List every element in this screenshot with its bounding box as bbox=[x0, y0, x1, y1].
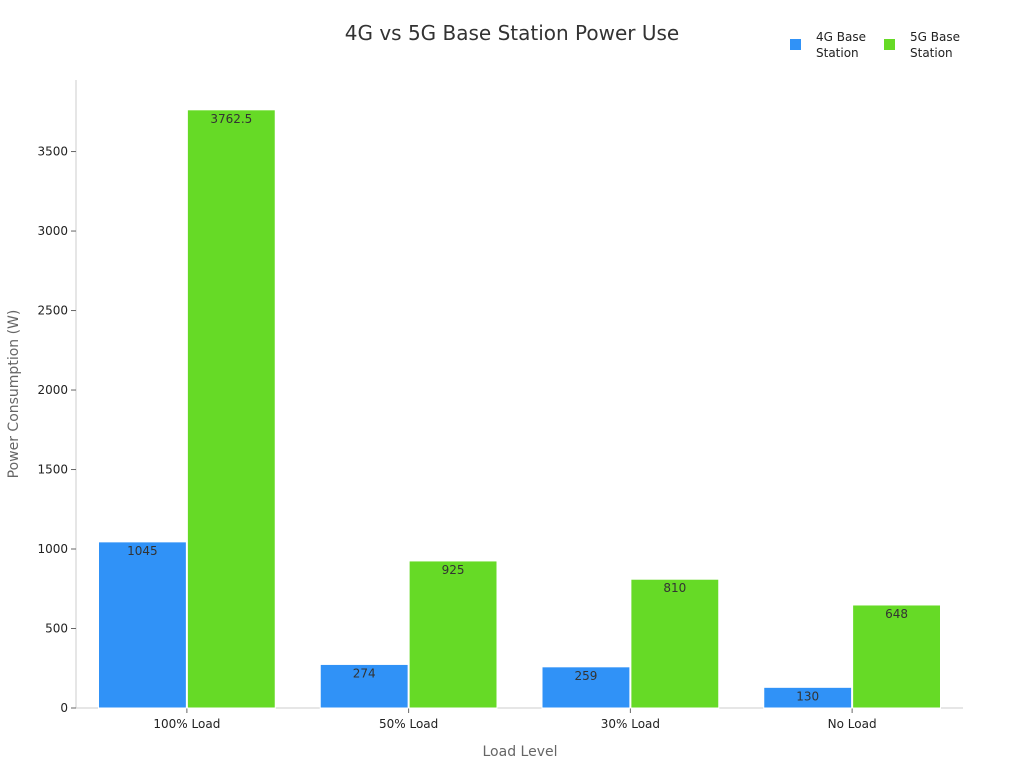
bar-data-label: 925 bbox=[442, 563, 465, 577]
x-tick-label: 30% Load bbox=[601, 717, 660, 731]
x-tick-label: 50% Load bbox=[379, 717, 438, 731]
legend-swatch bbox=[790, 39, 801, 50]
y-tick-label: 1000 bbox=[37, 542, 68, 556]
bar-4g bbox=[541, 666, 631, 709]
bar-5g bbox=[852, 604, 941, 709]
y-tick-label: 2500 bbox=[37, 304, 68, 318]
bar-data-label: 648 bbox=[885, 607, 908, 621]
chart-title: 4G vs 5G Base Station Power Use bbox=[345, 21, 679, 45]
legend-label: Station bbox=[910, 46, 953, 60]
y-tick-label: 500 bbox=[45, 622, 68, 636]
bar-data-label: 1045 bbox=[127, 544, 158, 558]
bar-data-label: 130 bbox=[796, 689, 819, 703]
legend-swatch bbox=[884, 39, 895, 50]
y-tick-label: 1500 bbox=[37, 463, 68, 477]
plot-area: 0 500 1000 1500 2000 2500 3000 3500 100% Load 104… bbox=[37, 80, 963, 731]
bar-5g bbox=[630, 578, 720, 709]
legend-label: 5G Base bbox=[910, 30, 960, 44]
legend-label: 4G Base bbox=[816, 30, 866, 44]
bar-data-label: 3762.5 bbox=[210, 112, 252, 126]
bar-data-label: 274 bbox=[353, 666, 376, 680]
x-tick-label: No Load bbox=[828, 717, 877, 731]
bar-data-label: 259 bbox=[574, 669, 597, 683]
x-tick-label: 100% Load bbox=[153, 717, 220, 731]
y-tick-label: 0 bbox=[60, 701, 68, 715]
y-tick-label: 2000 bbox=[37, 383, 68, 397]
y-tick-label: 3000 bbox=[37, 224, 68, 238]
legend: 4G Base Station 5G Base Station bbox=[790, 30, 960, 60]
bar-5g bbox=[186, 109, 276, 709]
bar-4g bbox=[763, 686, 853, 709]
legend-label: Station bbox=[816, 46, 859, 60]
bar-4g bbox=[319, 663, 409, 709]
bar-data-label: 810 bbox=[663, 581, 686, 595]
y-tick-label: 3500 bbox=[37, 145, 68, 159]
x-axis-title: Load Level bbox=[483, 744, 558, 760]
bar-4g bbox=[98, 541, 187, 709]
bar-5g bbox=[408, 560, 498, 709]
y-axis-title: Power Consumption (W) bbox=[6, 310, 22, 479]
